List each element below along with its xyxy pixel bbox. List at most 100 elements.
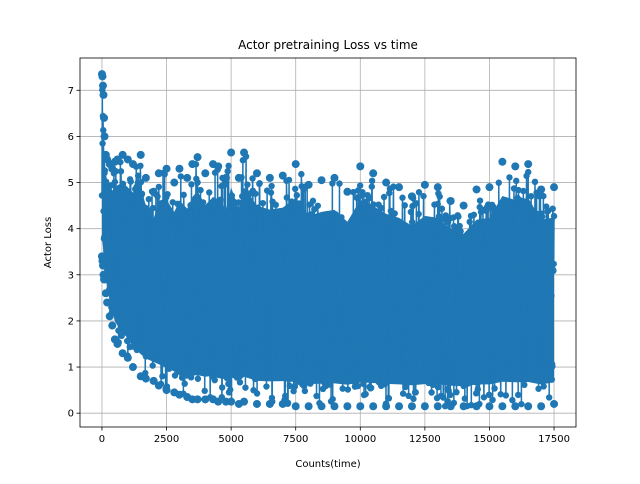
- data-point: [112, 230, 119, 238]
- data-point: [125, 281, 132, 288]
- upper-extreme-point: [395, 183, 404, 192]
- upper-extreme-point: [459, 201, 468, 210]
- data-point: [287, 326, 294, 333]
- data-point: [505, 270, 512, 277]
- y-tick-label: 7: [68, 86, 74, 97]
- upper-extreme-point: [356, 162, 365, 171]
- data-point: [212, 371, 219, 378]
- data-point: [330, 235, 337, 242]
- data-point: [260, 344, 267, 351]
- data-point: [353, 377, 361, 385]
- data-point: [164, 191, 171, 198]
- data-point: [217, 196, 224, 203]
- data-point: [169, 271, 176, 279]
- data-point: [459, 332, 466, 339]
- data-point: [359, 294, 367, 302]
- data-point: [209, 295, 217, 303]
- data-point: [293, 299, 301, 307]
- upper-extreme-point: [227, 148, 236, 157]
- data-point: [245, 364, 253, 371]
- data-point: [375, 280, 382, 288]
- upper-extreme-point: [240, 148, 249, 157]
- lower-extreme-point: [369, 402, 378, 411]
- data-point: [155, 183, 163, 191]
- data-point: [441, 246, 449, 253]
- data-point: [165, 251, 173, 258]
- data-point: [198, 232, 205, 239]
- data-point: [191, 326, 198, 333]
- data-point: [315, 293, 322, 301]
- data-point: [316, 215, 324, 222]
- data-point: [443, 225, 451, 233]
- data-point: [278, 306, 285, 313]
- data-point: [309, 197, 317, 205]
- data-point: [311, 283, 318, 290]
- data-point: [261, 233, 269, 240]
- data-point: [308, 225, 316, 232]
- upper-extreme-point: [420, 180, 429, 189]
- data-point: [256, 180, 263, 187]
- data-point: [262, 312, 269, 319]
- data-point: [395, 256, 403, 263]
- data-point: [540, 383, 547, 390]
- data-point: [274, 360, 281, 367]
- data-point: [421, 352, 428, 359]
- data-point: [250, 363, 258, 370]
- data-point: [427, 320, 434, 327]
- data-point: [149, 204, 157, 212]
- lower-extreme-point: [537, 402, 546, 411]
- data-point: [537, 362, 545, 369]
- data-point: [342, 322, 349, 329]
- data-point: [150, 268, 157, 276]
- upper-extreme-point: [511, 162, 520, 171]
- data-point: [452, 245, 459, 252]
- data-point: [388, 347, 395, 354]
- data-point: [415, 210, 422, 218]
- data-point: [478, 326, 485, 333]
- data-point: [395, 342, 402, 349]
- data-point: [110, 196, 117, 203]
- series-group: [97, 70, 559, 411]
- data-point: [324, 328, 332, 335]
- data-point: [472, 289, 480, 296]
- lower-extreme-point: [103, 298, 112, 307]
- data-point: [410, 395, 417, 403]
- data-point: [501, 320, 508, 327]
- data-point: [266, 336, 273, 343]
- upper-extreme-point: [141, 173, 150, 182]
- upper-extreme-point: [221, 173, 230, 182]
- data-point: [494, 208, 502, 215]
- tick-group: 0 2500 5000 7500 10000 12500 15000 17500 0 1 2 3 4 5 6…: [68, 86, 570, 445]
- data-point: [313, 307, 320, 314]
- data-point: [313, 276, 321, 283]
- upper-extreme-point: [136, 150, 145, 159]
- data-point: [538, 213, 546, 220]
- data-point: [432, 337, 439, 345]
- data-point: [104, 228, 111, 235]
- data-point: [438, 286, 445, 294]
- data-point: [341, 282, 348, 290]
- data-point: [465, 306, 473, 314]
- data-point: [547, 232, 554, 239]
- upper-extreme-point: [291, 160, 300, 169]
- data-point: [469, 364, 476, 372]
- data-point: [530, 234, 537, 242]
- data-point: [469, 261, 477, 269]
- data-point: [159, 373, 166, 380]
- data-point: [545, 394, 553, 401]
- data-point: [270, 218, 277, 226]
- data-point: [505, 351, 512, 358]
- data-point: [320, 340, 327, 347]
- data-point: [140, 318, 148, 326]
- data-point: [308, 304, 315, 311]
- data-point: [200, 226, 207, 233]
- data-point: [479, 356, 486, 364]
- data-point: [129, 229, 136, 237]
- data-point: [239, 193, 246, 200]
- data-point: [148, 320, 155, 327]
- data-point: [383, 264, 390, 271]
- data-point: [342, 263, 349, 271]
- data-point: [449, 368, 456, 375]
- data-point: [356, 327, 363, 334]
- data-point: [211, 376, 218, 384]
